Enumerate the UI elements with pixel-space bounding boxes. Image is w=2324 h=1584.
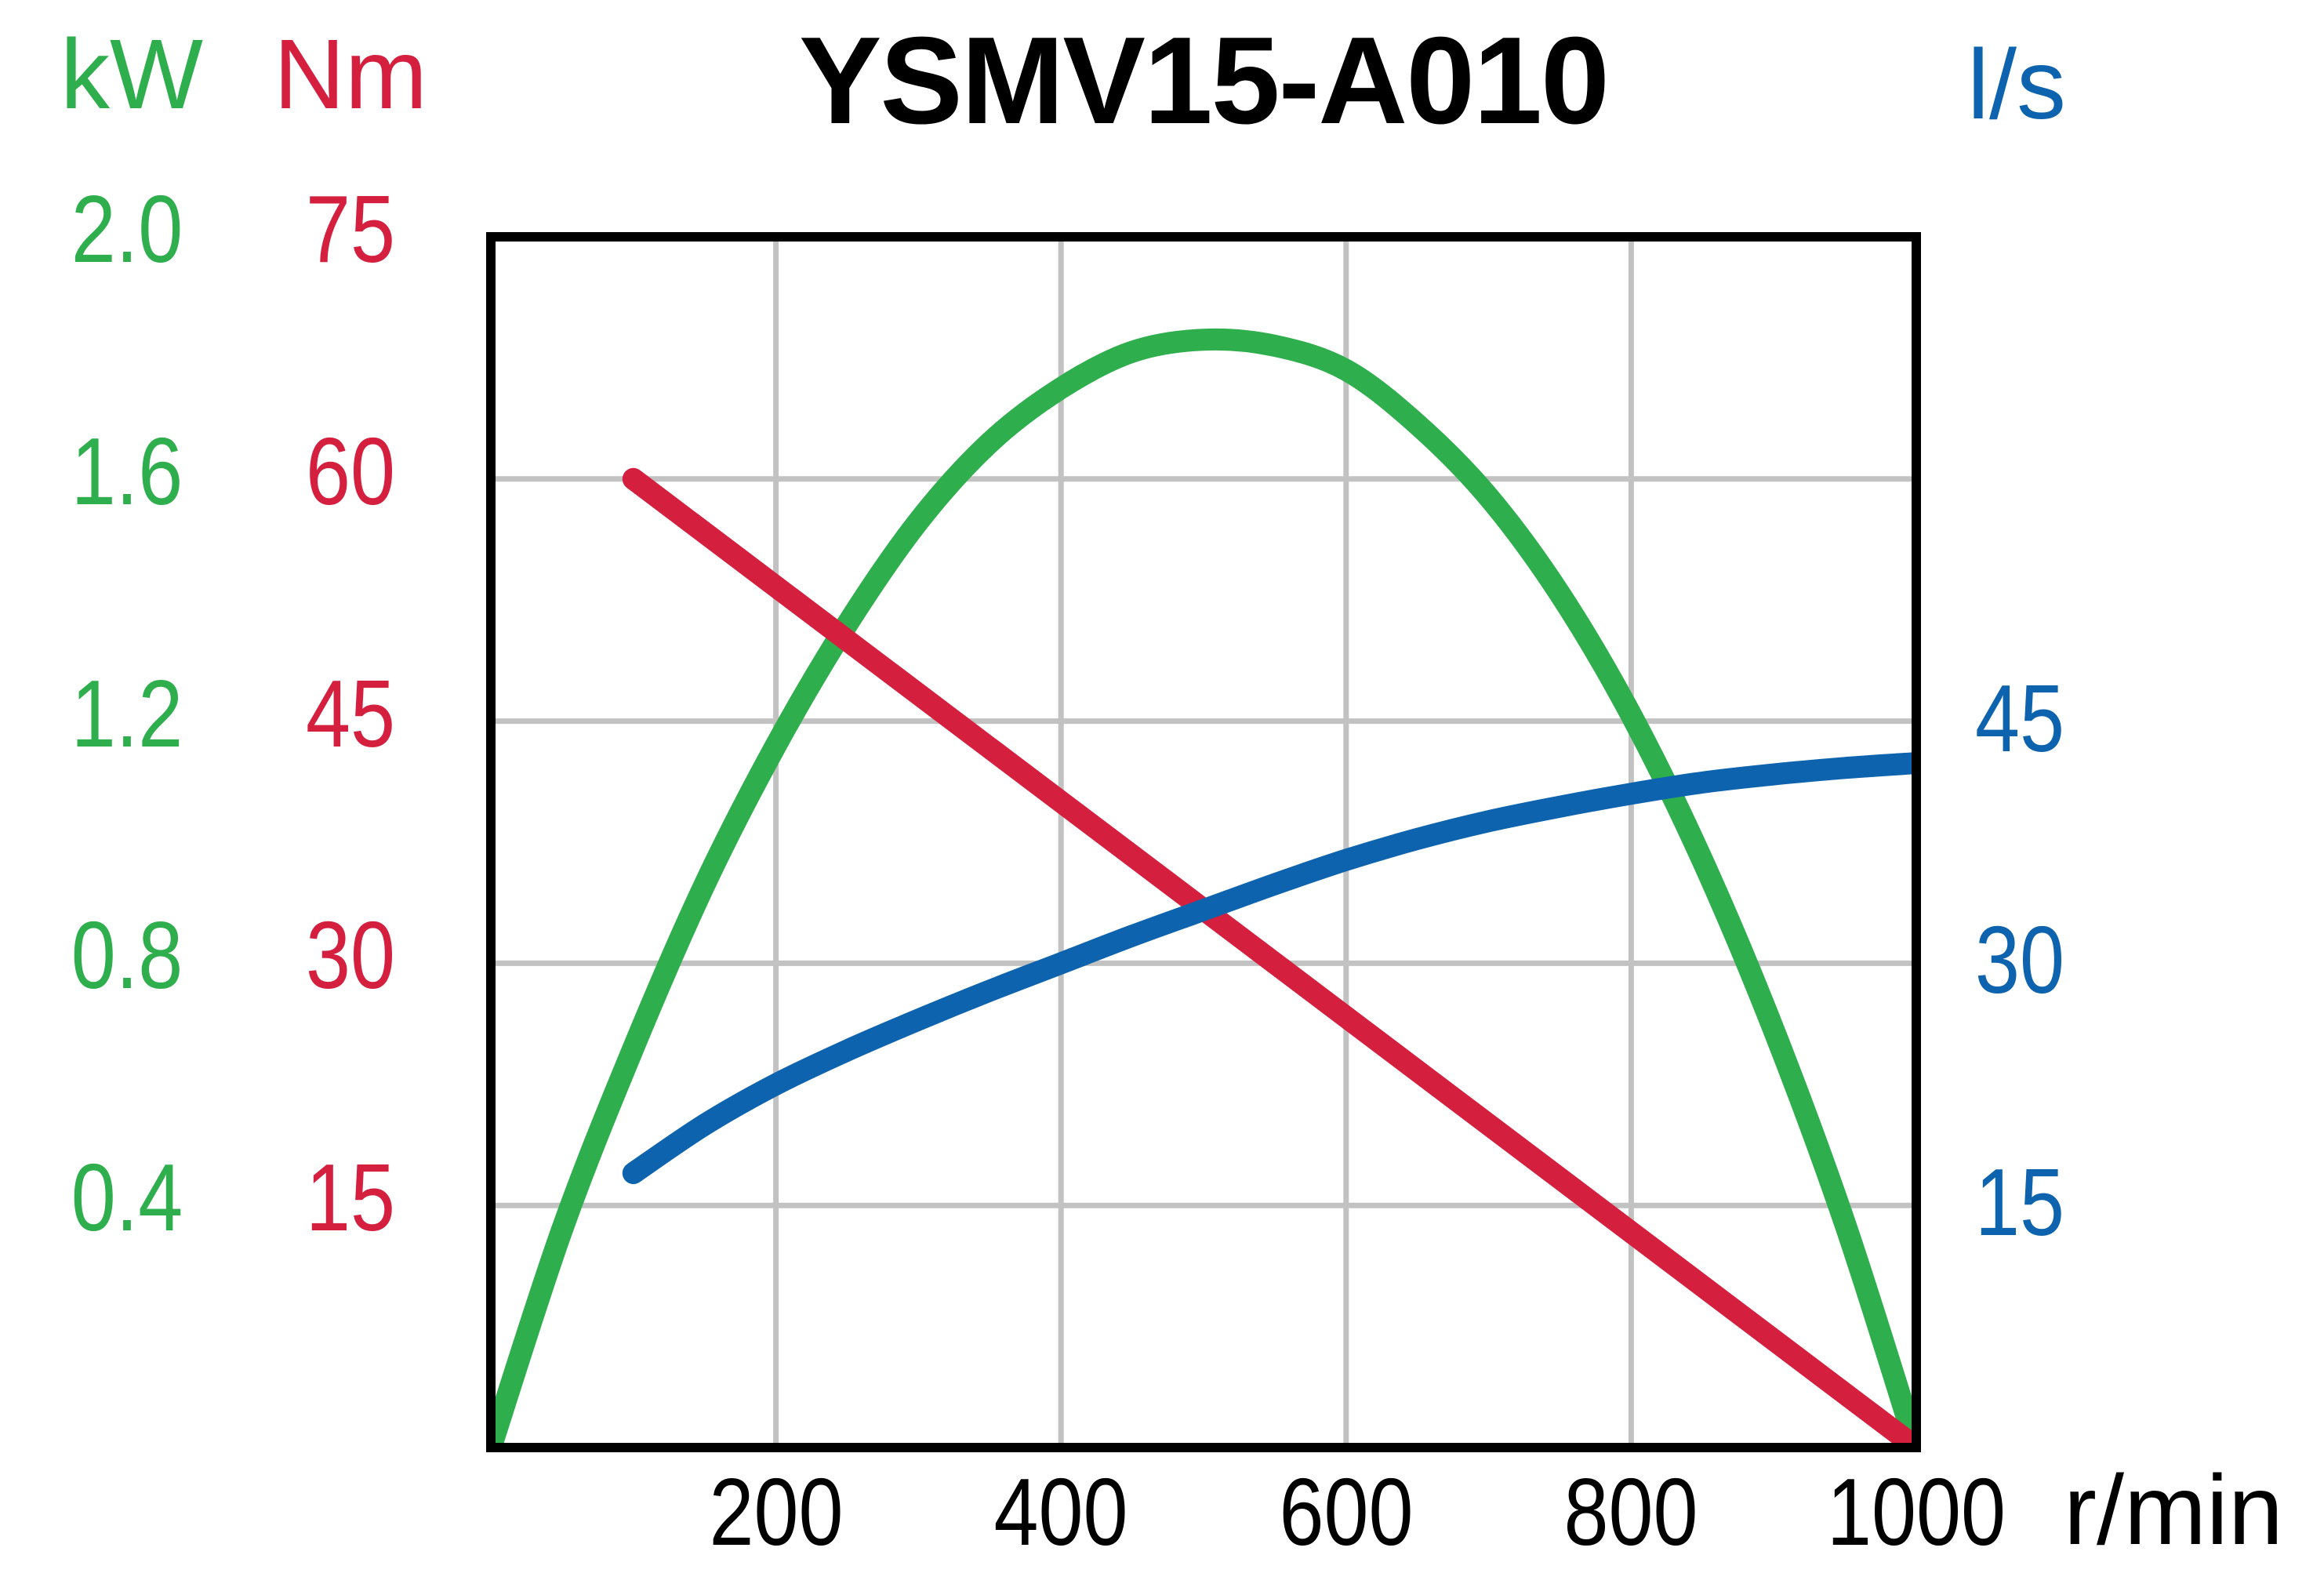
chart-title: YSMV15-A010 <box>799 12 1610 150</box>
torque-curve <box>622 467 1912 1443</box>
power-tick-label: 1.6 <box>71 417 183 525</box>
speed-tick-label: 600 <box>1279 1459 1414 1565</box>
flow-tick-label: 45 <box>1975 664 2064 772</box>
speed-axis-unit-label: r/min <box>2064 1455 2283 1565</box>
speed-tick-label: 1000 <box>1827 1459 2006 1565</box>
flow-tick-label: 30 <box>1975 906 2064 1014</box>
torque-tick-label: 60 <box>306 417 395 525</box>
power-tick-label: 1.2 <box>71 659 183 767</box>
power-tick-label: 0.4 <box>71 1144 183 1252</box>
torque-tick-label: 30 <box>306 902 395 1009</box>
speed-tick-label: 200 <box>709 1459 844 1565</box>
speed-tick-label: 400 <box>993 1459 1128 1565</box>
flow-axis-unit-label: l/s <box>1967 29 2066 140</box>
torque-tick-label: 15 <box>306 1144 395 1252</box>
torque-axis-unit-label: Nm <box>274 19 427 129</box>
torque-tick-label: 45 <box>306 659 395 767</box>
speed-tick-label: 800 <box>1563 1459 1698 1565</box>
flow-curve <box>622 752 1912 1185</box>
plot-border <box>486 232 1921 1452</box>
power-tick-label: 2.0 <box>71 176 183 282</box>
power-axis-unit-label: kW <box>60 19 203 129</box>
flow-tick-label: 15 <box>1975 1149 2064 1256</box>
gridlines <box>496 242 1912 1443</box>
power-curve <box>496 328 1912 1443</box>
power-tick-label: 0.8 <box>71 902 183 1009</box>
torque-tick-label: 75 <box>306 176 395 282</box>
